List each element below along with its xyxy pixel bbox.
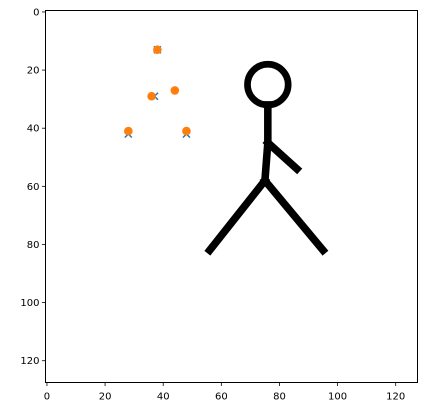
y-tick-label: 80 (27, 240, 40, 251)
y-tick-label: 40 (27, 124, 40, 135)
plot-area (124, 45, 329, 256)
axes-frame (45, 10, 418, 383)
circle-marker (153, 45, 162, 55)
circle-marker (170, 86, 180, 95)
x-tick-label: 120 (386, 392, 405, 403)
x-tick-label: 100 (328, 392, 347, 403)
x-tick-label: 20 (99, 392, 112, 403)
x-tick-label: 60 (215, 392, 228, 403)
y-tick-label: 120 (20, 356, 39, 367)
x-tick-label: 40 (157, 392, 170, 403)
y-tick-label: 60 (27, 182, 40, 193)
circle-marker (147, 91, 156, 101)
x-tick-label: 80 (273, 392, 286, 403)
circle-marker (124, 126, 133, 136)
y-tick-label: 20 (27, 66, 40, 77)
circle-marker (182, 126, 191, 136)
y-tick-label: 0 (33, 7, 39, 18)
stick-figure-arm (262, 137, 303, 175)
stick-figure-right-leg (259, 175, 329, 256)
y-axis: 0 20 40 60 80 100 120 (20, 7, 46, 367)
stick-figure-image (204, 60, 329, 256)
x-tick-label: 0 (44, 392, 50, 403)
x-axis: 0 20 40 60 80 100 120 (44, 382, 405, 403)
stick-figure-left-leg (204, 175, 271, 256)
y-tick-label: 100 (20, 298, 39, 309)
data-markers (124, 45, 191, 139)
